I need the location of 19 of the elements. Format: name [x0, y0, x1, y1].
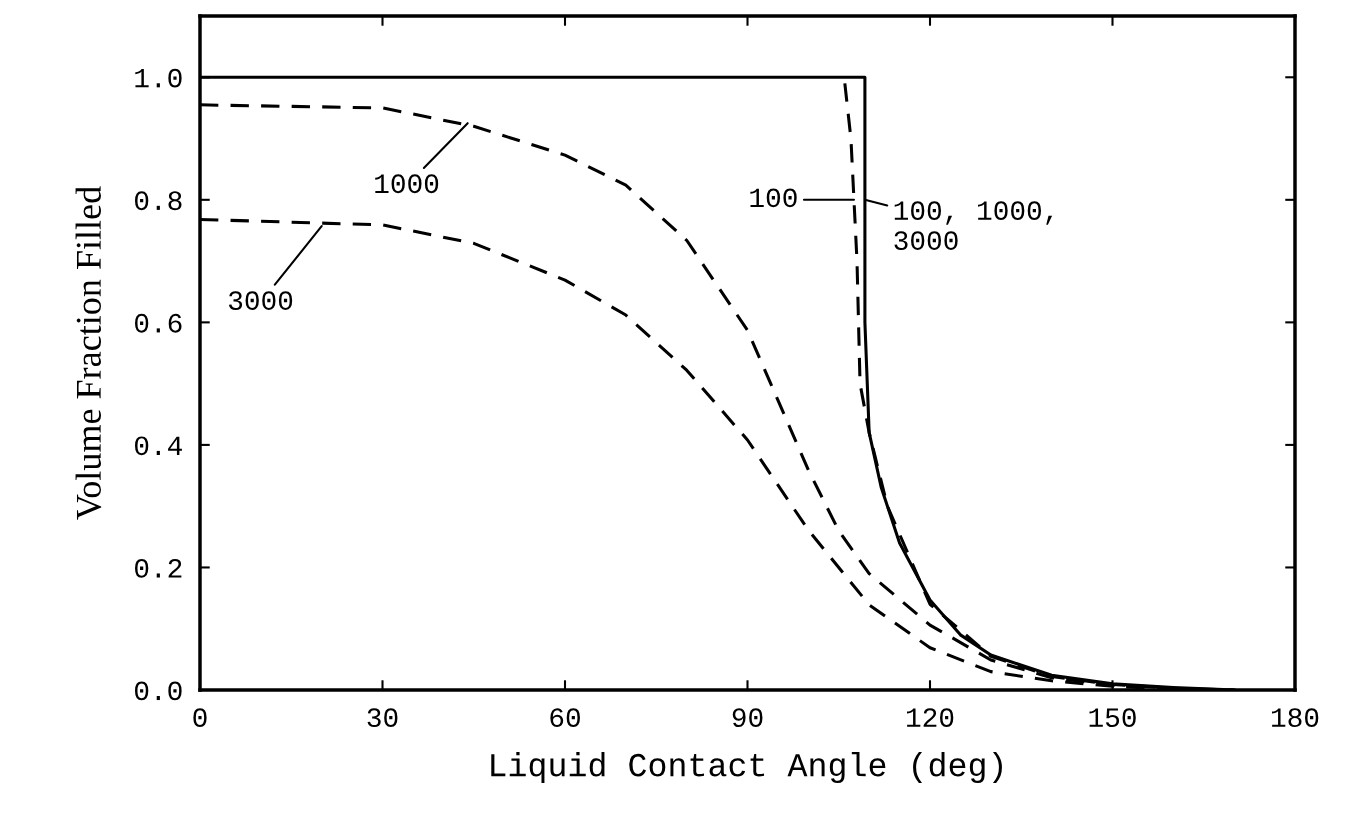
annotation: 3000: [228, 291, 293, 311]
y-tick-label: 0.8: [135, 191, 182, 211]
x-tick-label: 0: [193, 708, 207, 728]
y-tick-label: 0.6: [135, 313, 182, 333]
x-axis-title: Liquid Contact Angle (deg): [491, 752, 1002, 784]
x-tick-label: 180: [1272, 708, 1319, 728]
y-tick-label: 0.2: [135, 558, 182, 578]
x-tick-label: 30: [367, 708, 398, 728]
x-tick-label: 60: [550, 708, 580, 728]
annotation: 100, 1000, 3000: [894, 201, 1053, 251]
x-tick-label: 120: [907, 708, 954, 728]
y-tick-label: 1.0: [135, 68, 182, 88]
x-tick-label: 90: [732, 708, 763, 728]
y-tick-label: 0.0: [135, 681, 182, 701]
annotation: 100: [750, 188, 797, 208]
x-tick-label: 150: [1089, 708, 1136, 728]
y-tick-label: 0.4: [135, 436, 182, 456]
y-axis-title: Volume Fraction Filled: [75, 186, 102, 520]
annotation: 1000: [375, 174, 439, 194]
